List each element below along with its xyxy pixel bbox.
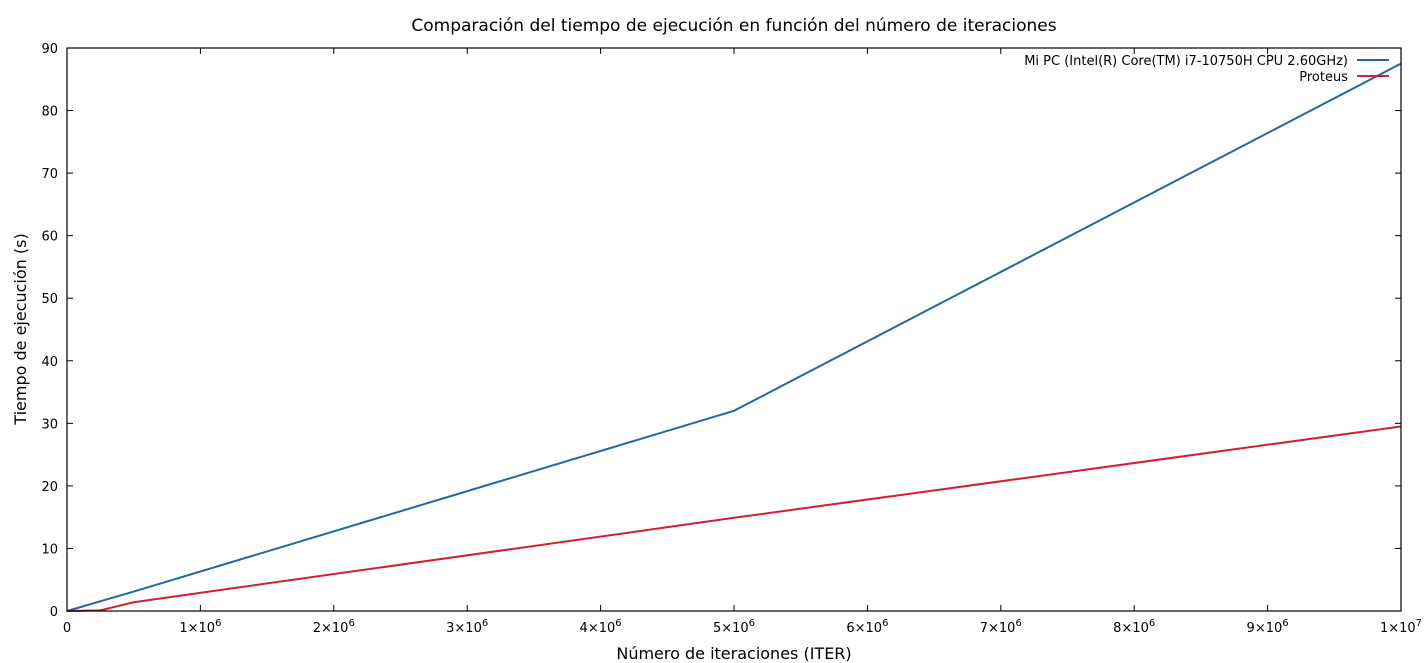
- chart-title: Comparación del tiempo de ejecución en f…: [411, 16, 1056, 36]
- x-tick-exponent: 6: [749, 618, 755, 629]
- x-tick-label: 4×106: [580, 618, 622, 636]
- x-tick-label: 1×107: [1380, 618, 1422, 636]
- plot-frame: [66, 47, 1402, 612]
- x-tick-label: 0: [63, 621, 71, 636]
- y-tick-label: 20: [41, 480, 58, 495]
- y-axis-ticks: 0 10 20 30 40 50 60 70 80 90: [41, 42, 1401, 620]
- x-tick-exponent: 6: [1149, 618, 1155, 629]
- x-tick-label: 3×106: [446, 618, 488, 636]
- y-tick-label: 80: [41, 105, 58, 120]
- y-tick-label: 60: [41, 230, 58, 245]
- x-tick-label: 7×106: [980, 618, 1022, 636]
- x-tick-exponent: 7: [1416, 618, 1422, 629]
- y-tick-label: 30: [41, 417, 58, 432]
- x-tick-exponent: 6: [215, 618, 221, 629]
- x-tick-exponent: 6: [882, 618, 888, 629]
- y-tick-label: 10: [41, 542, 58, 557]
- y-axis-title: Tiempo de ejecución (s): [11, 233, 30, 425]
- series-line-1: [66, 425, 1402, 612]
- x-tick-exponent: 6: [1282, 618, 1288, 629]
- x-axis-title: Número de iteraciones (ITER): [616, 644, 851, 663]
- x-tick-label: 8×106: [1113, 618, 1155, 636]
- legend-label: Mi PC (Intel(R) Core(TM) i7-10750H CPU 2…: [1024, 54, 1348, 69]
- legend: Mi PC (Intel(R) Core(TM) i7-10750H CPU 2…: [1024, 54, 1389, 85]
- x-tick-label: 1×106: [179, 618, 221, 636]
- x-tick-label: 2×106: [313, 618, 355, 636]
- y-tick-label: 70: [41, 167, 58, 182]
- x-tick-exponent: 6: [348, 618, 354, 629]
- y-tick-label: 50: [41, 292, 58, 307]
- x-tick-exponent: 6: [1015, 618, 1021, 629]
- y-tick-label: 90: [41, 42, 58, 57]
- x-tick-exponent: 6: [615, 618, 621, 629]
- y-tick-label: 40: [41, 355, 58, 370]
- x-tick-label: 6×106: [846, 618, 888, 636]
- series-line-0: [66, 62, 1402, 612]
- x-axis-ticks: 0 1×106 2×106 3×106 4×106 5×106 6×106 7×106 8×10…: [63, 48, 1422, 636]
- x-tick-exponent: 6: [482, 618, 488, 629]
- legend-label: Proteus: [1299, 70, 1348, 85]
- series-layer: [66, 62, 1402, 612]
- y-tick-label: 0: [50, 605, 58, 620]
- x-tick-label: 5×106: [713, 618, 755, 636]
- x-tick-label: 9×106: [1247, 618, 1289, 636]
